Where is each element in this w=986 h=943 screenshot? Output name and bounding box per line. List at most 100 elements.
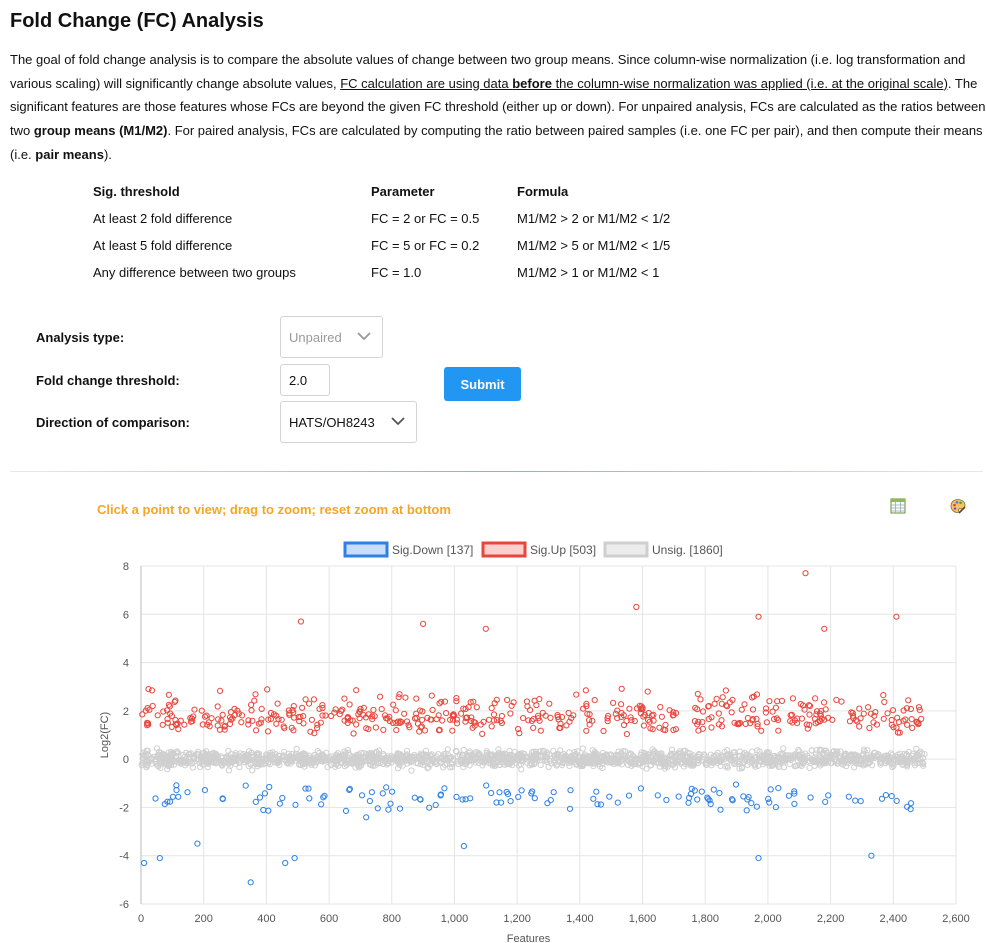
sig-down-point[interactable] (282, 859, 289, 867)
unsig-point[interactable] (319, 751, 326, 758)
unsig-point[interactable] (448, 760, 455, 767)
sig-up-point[interactable] (719, 694, 726, 701)
sig-up-point[interactable] (270, 711, 278, 718)
unsig-point[interactable] (545, 763, 552, 771)
sig-up-point[interactable] (889, 707, 897, 714)
unsig-point[interactable] (432, 760, 440, 767)
sig-up-point[interactable] (465, 704, 472, 711)
sig-up-point[interactable] (479, 730, 486, 737)
sig-up-point[interactable] (806, 711, 813, 718)
sig-up-point[interactable] (458, 710, 465, 717)
unsig-point[interactable] (643, 757, 650, 764)
unsig-point[interactable] (620, 748, 627, 755)
sig-down-point[interactable] (625, 792, 633, 799)
sig-up-point[interactable] (229, 715, 236, 722)
unsig-point[interactable] (196, 764, 204, 771)
sig-up-point[interactable] (638, 703, 645, 710)
sig-up-point[interactable] (804, 725, 811, 732)
sig-up-point[interactable] (666, 707, 673, 714)
unsig-point[interactable] (321, 757, 329, 764)
sig-up-point[interactable] (449, 727, 456, 734)
sig-down-point[interactable] (765, 795, 772, 802)
unsig-point[interactable] (537, 748, 544, 755)
unsig-point[interactable] (471, 750, 478, 757)
unsig-point[interactable] (421, 751, 428, 758)
unsig-point[interactable] (731, 752, 739, 759)
sig-up-point[interactable] (275, 716, 282, 723)
sig-up-point[interactable] (905, 697, 912, 704)
unsig-point[interactable] (590, 753, 597, 760)
sig-up-point[interactable] (583, 703, 590, 710)
sig-up-point[interactable] (524, 703, 531, 710)
unsig-point[interactable] (349, 755, 356, 762)
sig-up-point[interactable] (477, 721, 484, 728)
sig-up-point[interactable] (881, 698, 888, 706)
sig-down-point[interactable] (441, 785, 448, 792)
sig-down-point[interactable] (822, 798, 829, 805)
sig-down-point[interactable] (320, 794, 327, 801)
sig-up-point[interactable] (148, 687, 156, 694)
sig-up-point[interactable] (907, 705, 915, 713)
sig-up-point[interactable] (231, 705, 238, 712)
sig-down-point[interactable] (161, 801, 168, 808)
sig-up-point[interactable] (167, 710, 174, 717)
unsig-point[interactable] (177, 760, 185, 767)
sig-up-point[interactable] (380, 726, 387, 733)
sig-up-point[interactable] (566, 718, 573, 725)
sig-up-point[interactable] (573, 691, 580, 698)
unsig-point[interactable] (390, 756, 397, 763)
sig-down-point[interactable] (453, 793, 460, 800)
sig-up-point[interactable] (245, 721, 252, 728)
sig-up-point[interactable] (890, 724, 897, 731)
sig-down-point[interactable] (717, 806, 724, 813)
unsig-point[interactable] (684, 754, 691, 761)
sig-up-point[interactable] (338, 708, 345, 715)
unsig-point[interactable] (241, 752, 248, 759)
unsig-point[interactable] (425, 764, 432, 771)
sig-down-point[interactable] (184, 789, 191, 796)
sig-up-point[interactable] (145, 686, 152, 693)
unsig-point[interactable] (249, 767, 256, 774)
unsig-point[interactable] (695, 753, 703, 760)
sig-up-point[interactable] (356, 715, 363, 722)
sig-up-point[interactable] (235, 710, 242, 717)
unsig-point[interactable] (341, 748, 348, 755)
sig-up-point[interactable] (314, 721, 321, 728)
sig-down-point[interactable] (437, 792, 444, 799)
sig-up-point[interactable] (355, 711, 362, 718)
unsig-point[interactable] (823, 749, 830, 756)
unsig-point[interactable] (232, 761, 239, 768)
sig-up-point[interactable] (490, 717, 498, 724)
unsig-point[interactable] (867, 752, 874, 759)
sig-up-point[interactable] (302, 696, 309, 703)
unsig-point[interactable] (795, 753, 803, 760)
sig-up-point[interactable] (523, 698, 531, 705)
unsig-point[interactable] (902, 752, 910, 759)
sig-down-point[interactable] (710, 786, 717, 793)
unsig-point[interactable] (356, 759, 363, 766)
unsig-point[interactable] (561, 752, 569, 760)
sig-up-point[interactable] (439, 717, 446, 724)
unsig-point[interactable] (780, 745, 787, 752)
unsig-point[interactable] (149, 760, 156, 767)
sig-up-point[interactable] (208, 715, 215, 722)
sig-up-point[interactable] (395, 694, 402, 701)
sig-up-point[interactable] (469, 724, 476, 731)
sig-up-point[interactable] (249, 717, 256, 724)
unsig-point[interactable] (700, 757, 707, 764)
sig-up-point[interactable] (394, 718, 401, 725)
sig-down-point[interactable] (493, 799, 500, 806)
sig-down-point[interactable] (496, 789, 503, 796)
sig-up-point[interactable] (199, 721, 206, 728)
sig-up-point[interactable] (331, 709, 338, 716)
sig-up-point[interactable] (849, 709, 856, 717)
sig-up-point[interactable] (788, 711, 796, 718)
unsig-point[interactable] (404, 751, 411, 758)
sig-down-point[interactable] (893, 797, 900, 804)
unsig-point[interactable] (765, 749, 773, 756)
sig-up-point[interactable] (139, 711, 146, 718)
sig-up-point[interactable] (164, 719, 171, 726)
sig-up-point[interactable] (297, 618, 304, 625)
sig-up-point[interactable] (383, 715, 390, 722)
sig-up-point[interactable] (341, 695, 348, 702)
